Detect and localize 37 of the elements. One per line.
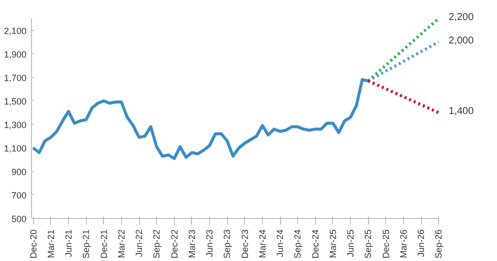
x-tick-label: Dec-24 <box>310 229 320 259</box>
y-tick-label: 500 <box>11 214 27 224</box>
x-tick-label: Jun-23 <box>204 229 215 258</box>
y-tick-label: 1,500 <box>4 96 27 106</box>
x-tick-label: Jun-26 <box>416 229 426 258</box>
x-tick-label: Sep-25 <box>363 229 374 259</box>
y-tick-label: 2,100 <box>4 26 27 36</box>
y-tick-label: 700 <box>11 190 27 200</box>
x-tick-label: Dec-21 <box>98 229 109 259</box>
x-tick-label: Mar-26 <box>398 229 408 258</box>
x-tick-label: Sep-26 <box>434 229 444 259</box>
x-tick-label: Mar-21 <box>46 229 56 258</box>
x-tick-label: Mar-24 <box>257 229 268 258</box>
annotation: 2,200 <box>448 12 474 23</box>
annotation: 1,400 <box>448 106 474 118</box>
x-tick-label: Sep-22 <box>152 229 162 259</box>
y-tick-label: 1,100 <box>4 143 27 154</box>
x-tick-label: Dec-22 <box>169 229 180 259</box>
x-tick-label: Dec-25 <box>380 229 391 259</box>
line-series <box>32 78 370 160</box>
y-tick-label: 1,900 <box>4 49 27 60</box>
x-tick-label: Sep-21 <box>81 229 92 259</box>
y-tick-label: 900 <box>11 166 27 177</box>
annotation: 2,000 <box>448 36 474 47</box>
x-tick-label: Mar-22 <box>116 229 126 258</box>
y-tick-label: 1,700 <box>4 72 27 83</box>
x-tick-label: Jun-22 <box>134 229 144 258</box>
x-tick-label: Mar-23 <box>186 229 197 258</box>
x-tick-label: Jun-21 <box>64 229 74 258</box>
x-tick-label: Sep-23 <box>222 229 232 259</box>
x-tick-label: Sep-24 <box>292 229 303 259</box>
x-tick-label: Dec-23 <box>240 229 250 259</box>
x-tick-label: Mar-25 <box>328 229 338 258</box>
x-tick-label: Jun-25 <box>346 229 356 258</box>
y-tick-label: 1,300 <box>4 120 27 130</box>
x-tick-label: Jun-24 <box>275 229 286 258</box>
x-tick-label: Dec-20 <box>28 229 38 259</box>
